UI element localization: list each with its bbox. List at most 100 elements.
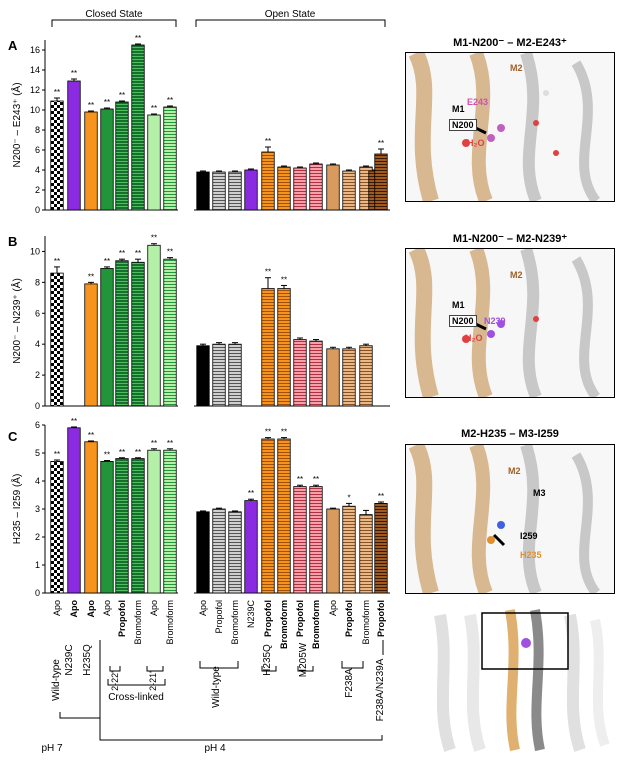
label-a-m2: M2 bbox=[510, 63, 523, 73]
significance-marker: ** bbox=[54, 450, 60, 459]
bar bbox=[163, 449, 177, 594]
significance-marker: ** bbox=[135, 448, 141, 457]
group-label-h235q-closed: H235Q bbox=[82, 644, 93, 676]
bar bbox=[261, 151, 275, 211]
x-label: Bromoform bbox=[311, 600, 321, 649]
closed-state-bracket bbox=[51, 19, 177, 27]
y-tick-label: 3 bbox=[35, 504, 40, 514]
significance-marker: ** bbox=[104, 257, 110, 266]
label-b-h2o: H₂O bbox=[465, 333, 483, 343]
x-label: Apo bbox=[52, 600, 62, 616]
bar bbox=[293, 339, 307, 407]
significance-marker: ** bbox=[378, 492, 384, 501]
bar bbox=[163, 258, 177, 407]
bar bbox=[374, 153, 388, 211]
chart-panel-b: 0 2 4 6 8 10 N200⁻ – N239⁺ (Å) ** ** ** ** ** ** ** **… bbox=[10, 234, 390, 411]
y-tick-label: 2 bbox=[35, 532, 40, 542]
bar bbox=[50, 460, 64, 594]
y-tick-label: 2 bbox=[35, 185, 40, 195]
x-axis-labels: Apo Apo Apo Apo Propofol Bromoform Apo Bromofor… bbox=[52, 600, 386, 650]
bar bbox=[100, 268, 114, 407]
x-label: Propofol bbox=[214, 600, 224, 634]
significance-marker: ** bbox=[265, 137, 271, 146]
bar bbox=[261, 288, 275, 407]
label-a-h2o: H₂O bbox=[467, 138, 485, 148]
bar bbox=[67, 427, 81, 594]
bar bbox=[115, 458, 129, 594]
bar bbox=[84, 283, 98, 407]
y-tick-label: 8 bbox=[35, 277, 40, 287]
y-tick-label: 4 bbox=[35, 476, 40, 486]
group-brackets bbox=[59, 640, 383, 741]
label-c-m2: M2 bbox=[508, 466, 521, 476]
y-tick-label: 8 bbox=[35, 125, 40, 135]
y-tick-label: 1 bbox=[35, 560, 40, 570]
x-label: Apo bbox=[102, 600, 112, 616]
x-label: Apo bbox=[149, 600, 159, 616]
significance-marker: ** bbox=[248, 489, 254, 498]
significance-marker: ** bbox=[119, 249, 125, 258]
y-tick-label: 10 bbox=[30, 105, 40, 115]
bar bbox=[342, 170, 356, 211]
structure-title-b: M1-N200⁻ – M2-N239⁺ bbox=[452, 233, 568, 245]
group-label-wild-type-open: Wild-type bbox=[211, 666, 222, 708]
bar bbox=[196, 511, 210, 594]
significance-marker: ** bbox=[104, 98, 110, 107]
x-label: Propofol bbox=[263, 600, 273, 637]
y-tick-label: 6 bbox=[35, 308, 40, 318]
x-label: Apo bbox=[86, 600, 96, 618]
label-b-n239: N239 bbox=[484, 316, 506, 326]
significance-marker: ** bbox=[88, 431, 94, 440]
significance-marker: ** bbox=[281, 275, 287, 284]
significance-marker: ** bbox=[313, 475, 319, 484]
significance-marker: ** bbox=[71, 69, 77, 78]
structure-title-c: M2-H235 – M3-I259 bbox=[461, 428, 559, 440]
bar bbox=[293, 167, 307, 211]
y-tick-label: 6 bbox=[35, 420, 40, 430]
significance-marker: ** bbox=[54, 257, 60, 266]
x-label: Propofol bbox=[295, 600, 305, 637]
significance-marker: ** bbox=[167, 96, 173, 105]
bar bbox=[212, 171, 226, 211]
bar bbox=[212, 343, 226, 407]
significance-marker: ** bbox=[88, 101, 94, 110]
open-state-label: Open State bbox=[265, 9, 316, 20]
structure-render-b bbox=[408, 249, 601, 397]
bar bbox=[326, 508, 340, 594]
bar bbox=[147, 244, 161, 407]
bar bbox=[342, 505, 356, 594]
y-tick-label: 4 bbox=[35, 165, 40, 175]
label-b-m1: M1 bbox=[452, 300, 465, 310]
significance-marker: ** bbox=[119, 448, 125, 457]
bar bbox=[115, 260, 129, 407]
y-axis-label: N200⁻ – N239⁺ (Å) bbox=[10, 278, 23, 364]
structure-panel-b bbox=[405, 248, 615, 398]
bar bbox=[277, 288, 291, 407]
bar bbox=[277, 438, 291, 594]
bar bbox=[228, 343, 242, 407]
x-label: Apo bbox=[69, 600, 79, 618]
significance-marker: ** bbox=[135, 249, 141, 258]
ph4-label: pH 4 bbox=[204, 743, 226, 754]
bar bbox=[309, 486, 323, 594]
bar bbox=[309, 340, 323, 407]
y-tick-label: 5 bbox=[35, 448, 40, 458]
significance-marker: ** bbox=[135, 34, 141, 43]
bar bbox=[50, 272, 64, 407]
bar bbox=[84, 111, 98, 211]
significance-marker: ** bbox=[54, 88, 60, 97]
open-state-bracket bbox=[195, 19, 386, 27]
x-label: Apo bbox=[328, 600, 338, 616]
group-label-m205w: M205W bbox=[298, 642, 309, 677]
label-b-n200: N200 bbox=[449, 315, 477, 327]
bar bbox=[244, 500, 258, 594]
significance-marker: ** bbox=[151, 104, 157, 113]
bar bbox=[342, 348, 356, 407]
x-label: Bromoform bbox=[133, 600, 143, 645]
bar bbox=[50, 100, 64, 211]
structure-title-a: M1-N200⁻ – M2-E243⁺ bbox=[453, 37, 567, 49]
x-label: N239C bbox=[246, 600, 256, 629]
bar bbox=[244, 169, 258, 211]
group-label-f238a-n239a: F238A/N239A bbox=[375, 658, 386, 721]
